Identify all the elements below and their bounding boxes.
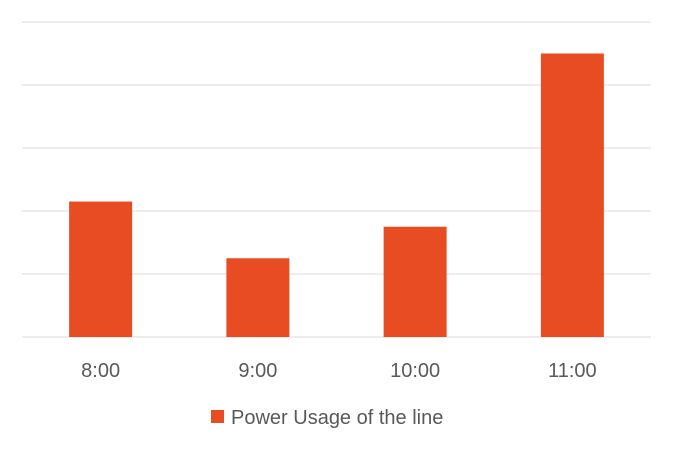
x-tick-label: 8:00: [81, 360, 120, 382]
bar-9-00: [226, 258, 290, 337]
bar-10-00: [383, 226, 447, 337]
x-tick-label: 9:00: [238, 360, 277, 382]
bar-8-00: [69, 201, 133, 337]
legend-swatch: [211, 410, 224, 423]
bars: [69, 53, 604, 337]
x-axis-tick-labels: 8:00 9:00 10:00 11:00: [81, 360, 597, 382]
bar-11-00: [540, 53, 604, 337]
x-tick-label: 11:00: [548, 360, 597, 382]
x-tick-label: 10:00: [390, 360, 440, 382]
legend: Power Usage of the line: [211, 407, 443, 429]
legend-label: Power Usage of the line: [231, 407, 443, 429]
